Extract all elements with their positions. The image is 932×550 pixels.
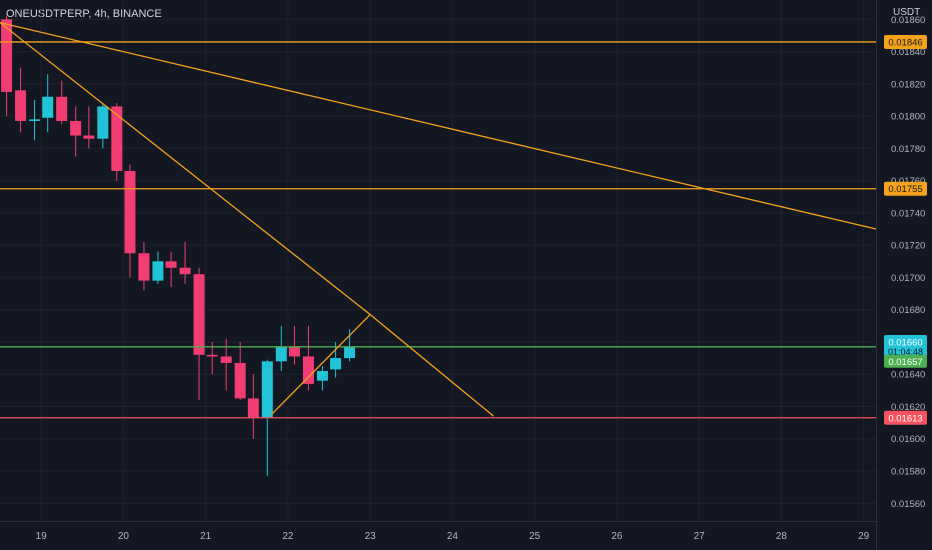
price-badge-text: 0.01613: [888, 413, 922, 424]
y-tick-label: 0.01640: [891, 370, 925, 381]
trendline-rising-support: [270, 314, 371, 415]
candle-body: [234, 362, 246, 399]
candle-body: [97, 106, 109, 139]
y-tick-label: 0.01780: [891, 144, 925, 155]
candle-body: [330, 358, 342, 370]
y-tick-label: 0.01680: [891, 305, 925, 316]
y-tick-label: 0.01720: [891, 241, 925, 252]
x-tick-label: 20: [118, 531, 130, 542]
y-tick-label: 0.01860: [891, 15, 925, 26]
price-badge-support-low: [884, 410, 927, 425]
candle-body: [15, 90, 27, 121]
candle-body: [247, 398, 259, 418]
symbol-title: ONEUSDTPERP, 4h, BINANCE: [6, 8, 162, 20]
y-tick-label: 0.01820: [891, 79, 925, 90]
x-tick-label: 28: [776, 531, 788, 542]
price-badge-resistance-mid: [884, 181, 927, 196]
candle-body: [29, 119, 41, 121]
candle-body: [288, 346, 300, 357]
candle-body: [70, 120, 82, 136]
x-tick-label: 25: [529, 531, 541, 542]
trendline-steep-downtrend: [0, 22, 371, 316]
candle-body: [275, 346, 287, 362]
candle-body: [111, 106, 123, 171]
candle-body: [1, 19, 13, 92]
y-tick-label: 0.01600: [891, 434, 925, 445]
candle-body: [316, 370, 328, 381]
last-price-badge: [884, 334, 927, 358]
candle-body: [206, 354, 218, 357]
candle-body: [261, 361, 273, 418]
y-tick-label: 0.01580: [891, 466, 925, 477]
candle-body: [42, 96, 54, 118]
candle-body: [179, 267, 191, 275]
candle-body: [83, 135, 95, 139]
current-price-badge: [884, 354, 927, 368]
x-tick-label: 22: [282, 531, 294, 542]
y-tick-label: 0.01560: [891, 499, 925, 510]
candle-body: [124, 170, 136, 254]
price-badge-text: 0.01846: [888, 37, 922, 48]
x-tick-label: 29: [858, 531, 870, 542]
x-tick-label: 26: [611, 531, 623, 542]
x-tick-label: 21: [200, 531, 212, 542]
candle-body: [165, 261, 177, 268]
x-tick-label: 19: [36, 531, 48, 542]
y-tick-label: 0.01760: [891, 176, 925, 187]
x-tick-label: 27: [694, 531, 706, 542]
y-tick-label: 0.01740: [891, 208, 925, 219]
candle-body: [344, 346, 356, 359]
y-tick-label: 0.01700: [891, 273, 925, 284]
candle-body: [138, 253, 150, 281]
y-tick-label: 0.01620: [891, 402, 925, 413]
currency-unit: USDT: [893, 7, 921, 18]
candle-body: [56, 96, 68, 121]
x-tick-label: 23: [365, 531, 377, 542]
trendline-descending-projection: [369, 314, 494, 417]
y-tick-label: 0.01840: [891, 47, 925, 58]
last-price-text: 0.01660: [888, 337, 922, 348]
current-price-text: 0.01657: [888, 357, 922, 368]
candle-body: [152, 261, 164, 281]
trendline-long-downtrend: [0, 21, 877, 230]
candle-body: [193, 274, 205, 355]
price-badge-text: 0.01755: [888, 184, 922, 195]
countdown-text: 01:04:48: [888, 347, 923, 357]
candle-body: [302, 356, 314, 384]
y-tick-label: 0.01800: [891, 112, 925, 123]
price-badge-resistance-high: [884, 34, 927, 49]
x-tick-label: 24: [447, 531, 459, 542]
candle-body: [220, 356, 232, 363]
